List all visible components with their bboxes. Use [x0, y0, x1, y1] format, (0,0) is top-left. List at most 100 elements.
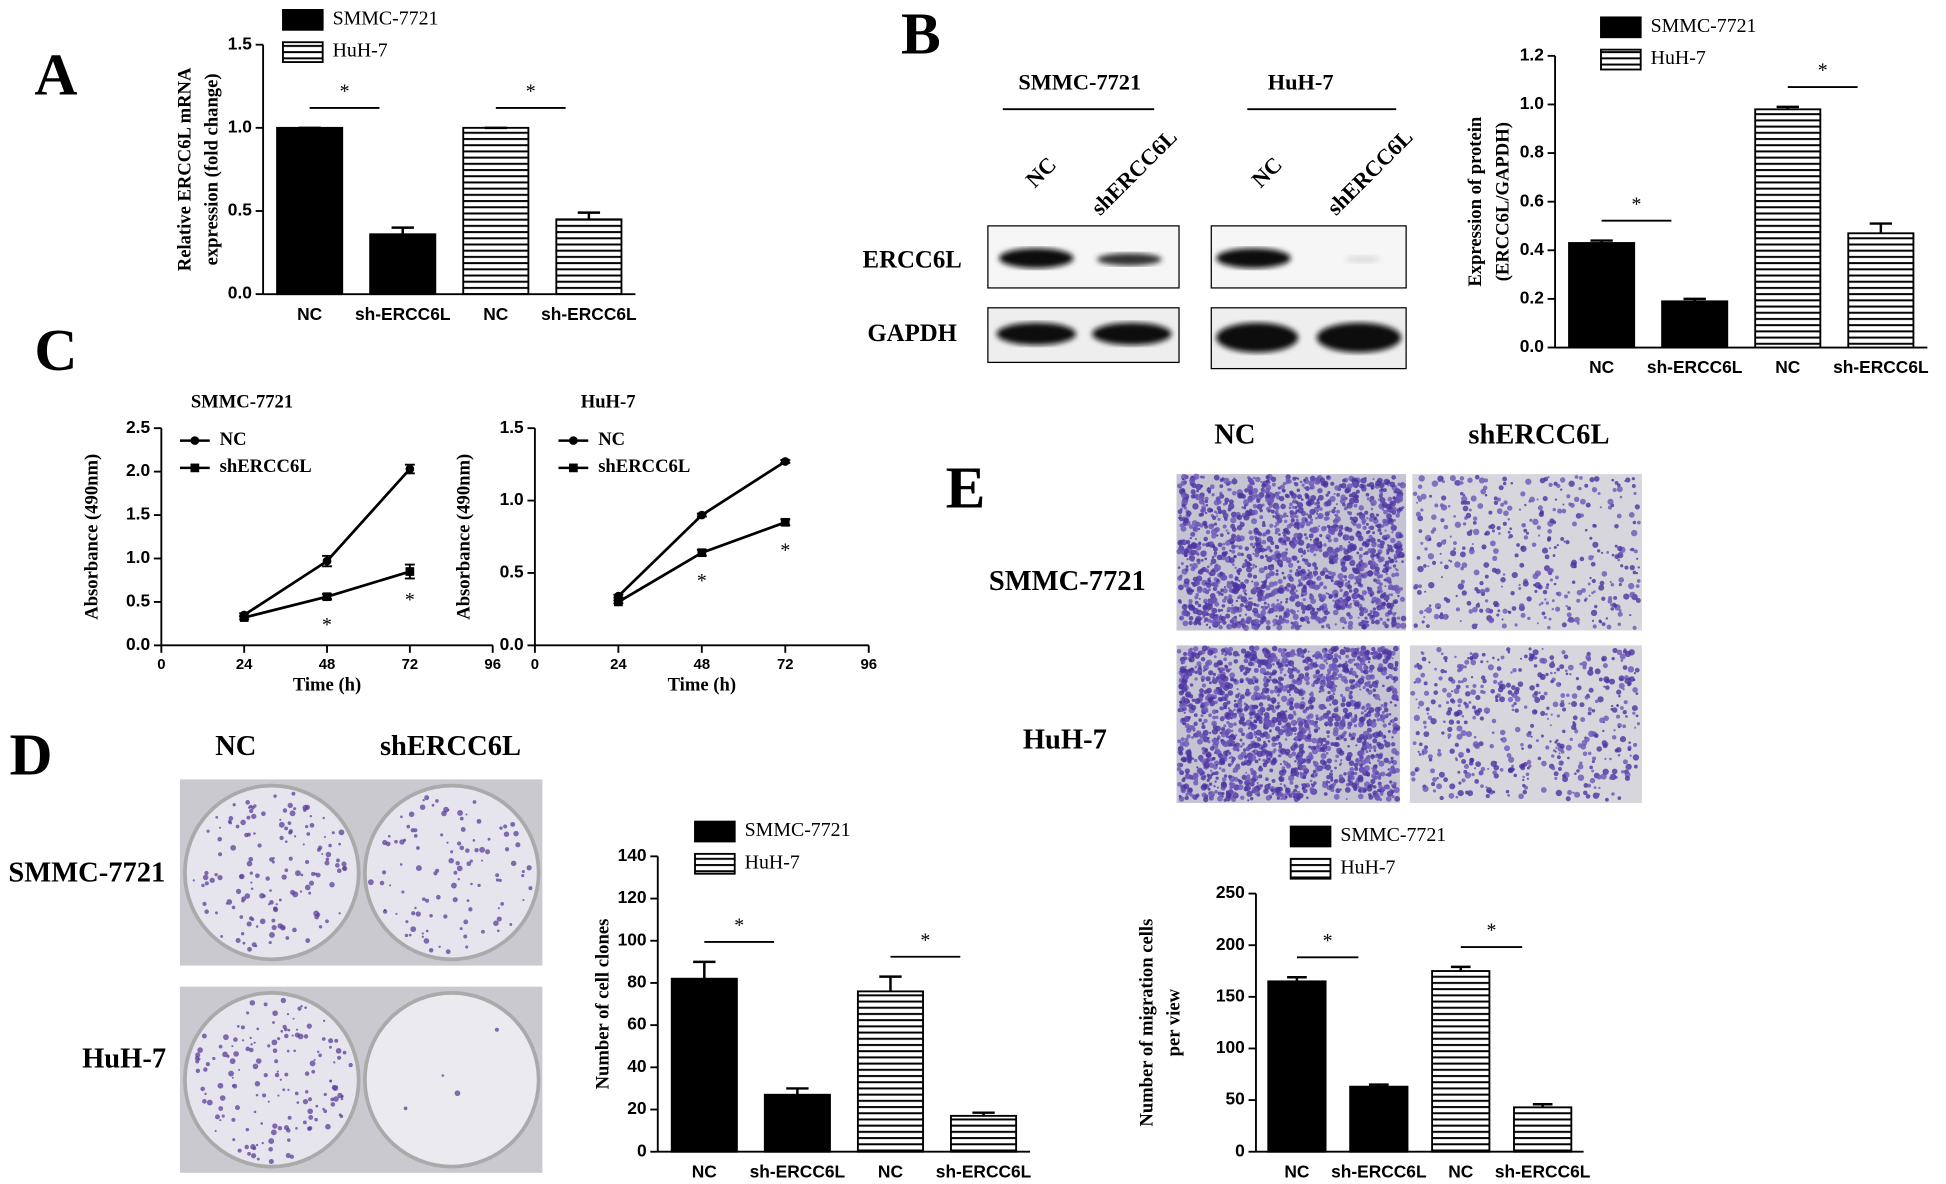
- cell: [1359, 607, 1364, 612]
- marker: [614, 598, 623, 607]
- cell: [1363, 731, 1369, 737]
- cell: [1267, 605, 1270, 608]
- cell: [1394, 600, 1397, 603]
- cell: [1190, 532, 1195, 537]
- y-tick-label: 80: [627, 972, 646, 992]
- cell: [1358, 685, 1360, 687]
- cell: [1333, 648, 1337, 652]
- cell: [1220, 478, 1224, 482]
- cell: [1272, 619, 1277, 624]
- cell: [1392, 585, 1398, 591]
- cell: [1379, 493, 1382, 496]
- cell: [1354, 481, 1357, 484]
- significance-mark: *: [734, 915, 744, 937]
- cell: [1546, 707, 1549, 710]
- cell: [1255, 679, 1259, 683]
- cell: [1498, 532, 1501, 535]
- cell: [1415, 768, 1418, 771]
- cell: [1196, 735, 1199, 738]
- cell: [1511, 704, 1514, 707]
- cell: [1179, 795, 1182, 798]
- cell: [1219, 661, 1223, 665]
- cell: [1455, 796, 1458, 799]
- cell: [1302, 611, 1305, 614]
- cell: [1334, 582, 1337, 585]
- cell: [1291, 626, 1295, 630]
- cell: [1560, 693, 1565, 698]
- cell: [1576, 599, 1580, 603]
- cell: [1481, 767, 1485, 771]
- cell: [1185, 568, 1188, 571]
- cell: [1530, 724, 1533, 727]
- cell: [1395, 661, 1399, 665]
- colony: [474, 848, 478, 852]
- colony: [461, 827, 466, 832]
- cell: [1588, 711, 1592, 715]
- cell: [1393, 564, 1396, 567]
- cell: [1386, 600, 1388, 602]
- cell: [1568, 702, 1570, 704]
- cell: [1636, 584, 1640, 588]
- cell: [1238, 622, 1240, 624]
- cell: [1233, 678, 1237, 682]
- cell: [1544, 598, 1546, 600]
- colony: [215, 1114, 220, 1119]
- cell: [1604, 758, 1606, 760]
- cell: [1446, 598, 1451, 603]
- cell: [1263, 741, 1266, 744]
- cell: [1529, 685, 1535, 691]
- colony: [341, 862, 346, 867]
- cell: [1264, 602, 1267, 605]
- cell: [1598, 585, 1604, 591]
- cell: [1562, 707, 1566, 711]
- colony: [215, 1130, 217, 1132]
- cell: [1382, 621, 1386, 625]
- cell: [1524, 535, 1528, 539]
- colony: [246, 1011, 249, 1014]
- colony: [244, 1145, 248, 1149]
- cell: [1384, 702, 1388, 706]
- cell: [1280, 763, 1282, 765]
- cell: [1206, 504, 1209, 507]
- column-label: NC: [1214, 419, 1255, 450]
- cell: [1332, 549, 1338, 555]
- y-tick-label: 0.2: [1520, 287, 1544, 307]
- cell: [1265, 555, 1268, 558]
- marker: [569, 436, 578, 445]
- colony: [380, 881, 385, 886]
- cell: [1306, 546, 1309, 549]
- cell: [1224, 513, 1228, 517]
- cell: [1181, 737, 1185, 741]
- colony: [206, 1062, 210, 1066]
- cell: [1360, 668, 1363, 671]
- cell: [1440, 518, 1444, 522]
- cell: [1543, 496, 1548, 501]
- colony: [314, 1059, 316, 1061]
- y-axis-label: per view: [1164, 988, 1185, 1056]
- cell: [1237, 552, 1241, 556]
- colony: [237, 1025, 240, 1028]
- colony: [240, 820, 246, 826]
- cell: [1237, 515, 1242, 520]
- colony: [470, 860, 473, 863]
- colony: [307, 1024, 312, 1029]
- cell: [1249, 716, 1252, 719]
- cell: [1261, 489, 1266, 494]
- colony: [230, 845, 236, 851]
- cell: [1267, 650, 1271, 654]
- cell: [1618, 726, 1620, 728]
- cell: [1237, 784, 1243, 790]
- cell: [1242, 584, 1246, 588]
- cell: [1497, 609, 1500, 612]
- cell: [1231, 604, 1233, 606]
- cell: [1204, 775, 1206, 777]
- cell: [1458, 583, 1464, 589]
- colony: [473, 839, 476, 842]
- cell: [1387, 602, 1390, 605]
- cell: [1542, 612, 1546, 616]
- cell: [1345, 655, 1349, 659]
- x-tick-label: 0: [157, 657, 165, 673]
- colony: [340, 1115, 343, 1118]
- cell: [1311, 783, 1313, 785]
- cell: [1185, 723, 1190, 728]
